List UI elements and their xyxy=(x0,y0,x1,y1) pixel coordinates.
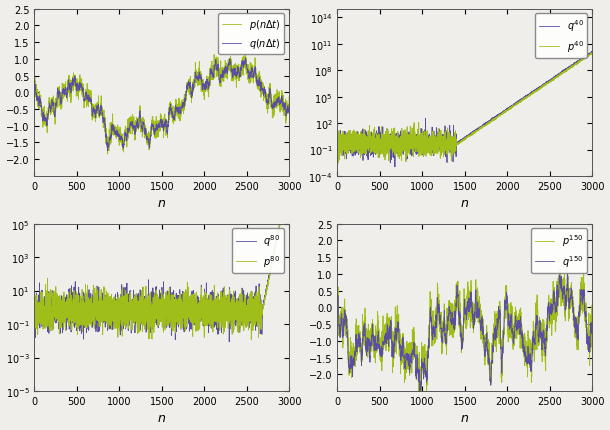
$q^{150}$ xyxy=(431,326,439,332)
$p^{150}$ xyxy=(431,319,439,324)
$q^{40}$ xyxy=(588,49,595,55)
$p^{40}$ xyxy=(442,146,450,151)
$p^{150}$ xyxy=(564,262,571,267)
$p(n\Delta t)$ xyxy=(104,152,112,157)
$q(n\Delta t)$ xyxy=(140,120,147,126)
$q^{150}$ xyxy=(442,341,450,346)
Legend: $p(n\Delta t)$, $q(n\Delta t)$: $p(n\Delta t)$, $q(n\Delta t)$ xyxy=(218,14,284,55)
Legend: $q^{40}$, $p^{40}$: $q^{40}$, $p^{40}$ xyxy=(536,14,587,58)
$p^{150}$ xyxy=(363,353,370,358)
$q(n\Delta t)$ xyxy=(253,77,260,83)
$q^{40}$ xyxy=(431,139,439,144)
Line: $p^{150}$: $p^{150}$ xyxy=(337,264,592,398)
$q^{80}$ xyxy=(253,304,260,310)
$p^{40}$ xyxy=(431,146,439,151)
$q^{80}$ xyxy=(30,320,38,325)
$p^{80}$ xyxy=(285,221,293,227)
$q^{80}$ xyxy=(285,221,293,227)
$p^{150}$ xyxy=(442,321,450,326)
$p^{150}$ xyxy=(417,396,424,401)
$p(n\Delta t)$ xyxy=(140,123,147,128)
$q^{150}$ xyxy=(556,280,564,285)
$p^{40}$ xyxy=(584,55,591,60)
Line: $p^{80}$: $p^{80}$ xyxy=(34,224,289,340)
$q^{80}$ xyxy=(226,339,233,344)
$q^{150}$ xyxy=(416,389,423,394)
$p(n\Delta t)$ xyxy=(30,89,38,95)
$q^{80}$ xyxy=(276,221,283,227)
$p^{150}$ xyxy=(334,303,341,308)
$p^{40}$ xyxy=(334,140,341,145)
$p^{80}$ xyxy=(75,293,82,298)
$q^{150}$ xyxy=(589,330,596,335)
$q^{80}$ xyxy=(75,310,82,316)
$q(n\Delta t)$ xyxy=(104,149,112,154)
$q^{40}$ xyxy=(584,53,591,58)
$q^{150}$ xyxy=(564,272,571,277)
$q^{40}$ xyxy=(556,73,564,78)
$p(n\Delta t)$ xyxy=(60,86,67,91)
$p^{80}$ xyxy=(276,221,284,227)
$p(n\Delta t)$ xyxy=(242,51,249,56)
$p^{150}$ xyxy=(378,365,386,370)
$q(n\Delta t)$ xyxy=(285,103,293,108)
Line: $q^{80}$: $q^{80}$ xyxy=(34,224,289,342)
$q^{40}$ xyxy=(589,50,596,55)
Line: $q(n\Delta t)$: $q(n\Delta t)$ xyxy=(34,58,289,151)
X-axis label: $n$: $n$ xyxy=(461,412,469,424)
$p^{80}$ xyxy=(60,299,67,304)
$p^{40}$ xyxy=(363,145,370,150)
$q^{80}$ xyxy=(60,313,67,319)
$p^{80}$ xyxy=(248,337,255,342)
$q^{150}$ xyxy=(363,353,370,358)
$q^{40}$ xyxy=(442,138,450,144)
$p(n\Delta t)$ xyxy=(75,88,82,93)
$p(n\Delta t)$ xyxy=(281,104,288,110)
$p^{80}$ xyxy=(30,294,38,299)
$q^{40}$ xyxy=(334,136,341,141)
Line: $p(n\Delta t)$: $p(n\Delta t)$ xyxy=(34,54,289,154)
$p^{80}$ xyxy=(253,307,260,312)
$q(n\Delta t)$ xyxy=(129,121,136,126)
$p(n\Delta t)$ xyxy=(129,132,136,137)
$q(n\Delta t)$ xyxy=(75,88,82,93)
X-axis label: $n$: $n$ xyxy=(157,197,167,210)
$q(n\Delta t)$ xyxy=(281,107,288,112)
$q^{150}$ xyxy=(584,332,591,337)
$q^{80}$ xyxy=(281,221,288,227)
X-axis label: $n$: $n$ xyxy=(157,412,167,424)
$p^{80}$ xyxy=(129,298,136,303)
$q^{80}$ xyxy=(140,316,147,321)
$q^{80}$ xyxy=(129,319,136,325)
$q^{150}$ xyxy=(334,300,341,305)
$p^{80}$ xyxy=(140,320,147,325)
$p(n\Delta t)$ xyxy=(253,74,260,79)
$p^{150}$ xyxy=(556,269,564,274)
$p^{150}$ xyxy=(584,326,591,331)
Line: $q^{150}$: $q^{150}$ xyxy=(337,274,592,391)
Legend: $p^{150}$, $q^{150}$: $p^{150}$, $q^{150}$ xyxy=(531,229,587,273)
$q(n\Delta t)$ xyxy=(242,56,249,61)
X-axis label: $n$: $n$ xyxy=(461,197,469,210)
$p^{80}$ xyxy=(281,221,288,227)
$q^{40}$ xyxy=(378,149,386,154)
$p^{40}$ xyxy=(587,51,595,56)
$q(n\Delta t)$ xyxy=(30,88,38,93)
$q^{150}$ xyxy=(378,349,386,354)
$p^{40}$ xyxy=(556,73,564,78)
$p^{40}$ xyxy=(335,161,342,166)
Legend: $q^{80}$, $p^{80}$: $q^{80}$, $p^{80}$ xyxy=(232,229,284,273)
$p^{40}$ xyxy=(589,52,596,57)
Line: $q^{40}$: $q^{40}$ xyxy=(337,52,592,167)
$q(n\Delta t)$ xyxy=(60,88,67,93)
Line: $p^{40}$: $p^{40}$ xyxy=(337,54,592,164)
$p^{40}$ xyxy=(378,143,386,148)
$p^{150}$ xyxy=(589,346,596,351)
$p(n\Delta t)$ xyxy=(285,95,293,100)
$q^{40}$ xyxy=(391,165,398,170)
$q^{40}$ xyxy=(363,141,370,146)
